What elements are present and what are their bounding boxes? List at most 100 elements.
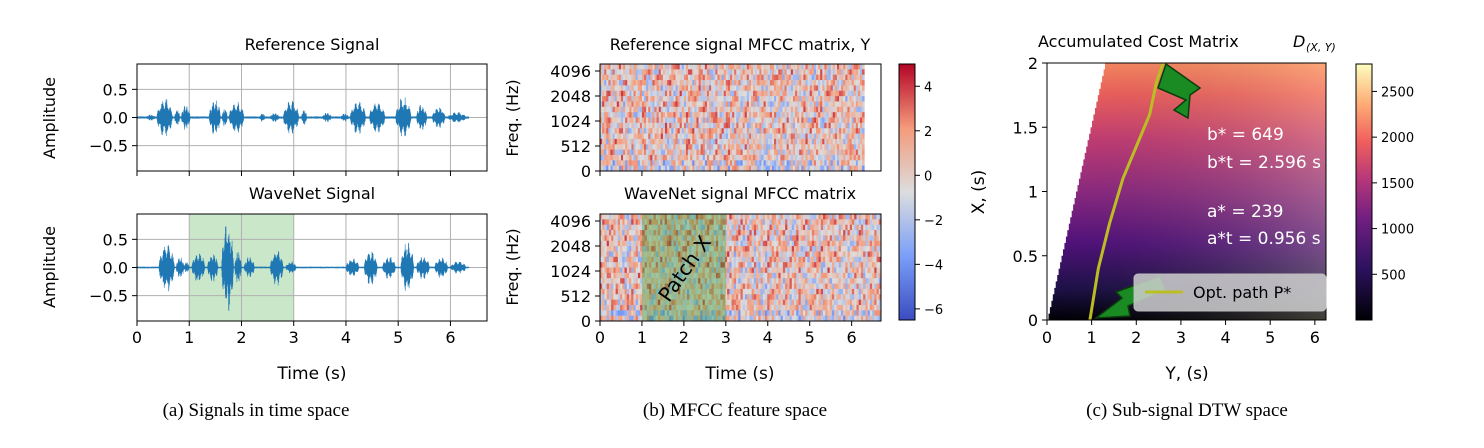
heatmap-cell xyxy=(811,256,815,263)
heatmap-cell xyxy=(767,74,771,81)
heatmap-cell xyxy=(801,74,804,81)
heatmap-cell xyxy=(836,133,840,140)
heatmap-cell xyxy=(608,272,612,279)
heatmap-cell xyxy=(830,101,834,108)
heatmap-cell xyxy=(702,128,706,134)
heatmap-cell xyxy=(694,90,697,97)
heatmap-cell xyxy=(731,304,735,311)
heatmap-cell xyxy=(814,214,817,220)
heatmap-cell xyxy=(721,133,725,140)
heatmap-cell xyxy=(820,283,824,290)
heatmap-cell xyxy=(767,96,771,102)
heatmap-cell xyxy=(802,219,806,226)
heatmap-cell xyxy=(738,101,741,108)
heatmap-cell xyxy=(742,278,746,284)
heatmap-cell xyxy=(620,112,624,118)
heatmap-cell xyxy=(613,310,617,317)
heatmap-cell xyxy=(711,235,715,242)
heatmap-cell xyxy=(832,96,836,102)
heatmap-cell xyxy=(790,85,794,92)
heatmap-cell xyxy=(608,144,611,150)
heatmap-cell xyxy=(629,128,632,134)
heatmap-cell xyxy=(795,90,798,97)
heatmap-cell xyxy=(693,224,697,231)
heatmap-cell xyxy=(660,69,664,76)
heatmap-cell xyxy=(782,267,786,274)
heatmap-cell xyxy=(798,299,802,306)
heatmap-cell xyxy=(662,294,666,300)
heatmap-cell xyxy=(744,219,748,226)
heatmap-cell xyxy=(826,144,829,150)
heatmap-cell xyxy=(704,96,708,102)
heatmap-cell xyxy=(715,85,718,92)
heatmap-cell xyxy=(633,272,637,279)
heatmap-cell xyxy=(822,80,825,86)
heatmap-cell xyxy=(742,219,746,226)
heatmap-cell xyxy=(782,214,786,220)
heatmap-cell xyxy=(673,160,676,167)
heatmap-cell xyxy=(616,128,620,134)
heatmap-cell xyxy=(611,235,614,242)
heatmap-cell xyxy=(790,80,794,86)
heatmap-cell xyxy=(827,304,831,311)
heatmap-cell xyxy=(665,69,668,76)
heatmap-cell xyxy=(761,106,764,113)
heatmap-cell xyxy=(828,96,832,102)
heatmap-cell xyxy=(694,85,697,92)
heatmap-cell xyxy=(650,138,653,145)
heatmap-cell xyxy=(807,160,811,167)
heatmap-cell xyxy=(664,272,668,279)
heatmap-cell xyxy=(631,80,634,86)
heatmap-cell xyxy=(769,74,773,81)
heatmap-cell xyxy=(799,149,802,156)
heatmap-cell xyxy=(845,133,848,140)
heatmap-cell xyxy=(832,122,836,129)
heatmap-cell xyxy=(756,304,759,311)
heatmap-cell xyxy=(843,219,846,226)
heatmap-cell xyxy=(769,160,773,167)
heatmap-cell xyxy=(662,106,666,113)
heatmap-cell xyxy=(829,262,833,268)
heatmap-cell xyxy=(769,165,773,172)
heatmap-cell xyxy=(860,128,863,134)
heatmap-cell xyxy=(736,80,739,86)
heatmap-cell xyxy=(671,144,674,150)
heatmap-cell xyxy=(776,112,779,118)
heatmap-cell xyxy=(847,256,851,263)
heatmap-cell xyxy=(689,278,692,284)
heatmap-cell xyxy=(776,256,779,263)
heatmap-cell xyxy=(803,128,806,134)
heatmap-cell xyxy=(616,149,620,156)
heatmap-cell xyxy=(658,144,662,150)
heatmap-cell xyxy=(673,90,676,97)
heatmap-cell xyxy=(655,246,659,252)
heatmap-cell xyxy=(715,69,718,76)
heatmap-cell xyxy=(753,96,756,102)
heatmap-cell xyxy=(720,251,724,258)
heatmap-cell xyxy=(721,90,725,97)
heatmap-cell xyxy=(666,230,670,236)
heatmap-cell xyxy=(629,106,632,113)
heatmap-cell xyxy=(809,149,813,156)
heatmap-cell xyxy=(719,85,723,92)
heatmap-cell xyxy=(840,240,844,247)
heatmap-cell xyxy=(711,272,715,279)
heatmap-cell xyxy=(761,133,764,140)
heatmap-cell xyxy=(616,74,620,81)
heatmap-cell xyxy=(721,160,725,167)
heatmap-cell xyxy=(704,160,708,167)
heatmap-cell xyxy=(717,133,720,140)
heatmap-cell xyxy=(644,224,648,231)
heatmap-cell xyxy=(631,96,634,102)
heatmap-cell xyxy=(611,224,614,231)
heatmap-cell xyxy=(669,144,672,150)
heatmap-cell xyxy=(799,64,802,70)
heatmap-cell xyxy=(849,304,853,311)
heatmap-cell xyxy=(794,294,797,300)
heatmap-cell xyxy=(706,154,710,161)
heatmap-cell xyxy=(780,256,784,263)
heatmap-cell xyxy=(650,80,653,86)
heatmap-cell xyxy=(841,90,844,97)
heatmap-cell xyxy=(693,272,697,279)
heatmap-cell xyxy=(700,224,703,231)
